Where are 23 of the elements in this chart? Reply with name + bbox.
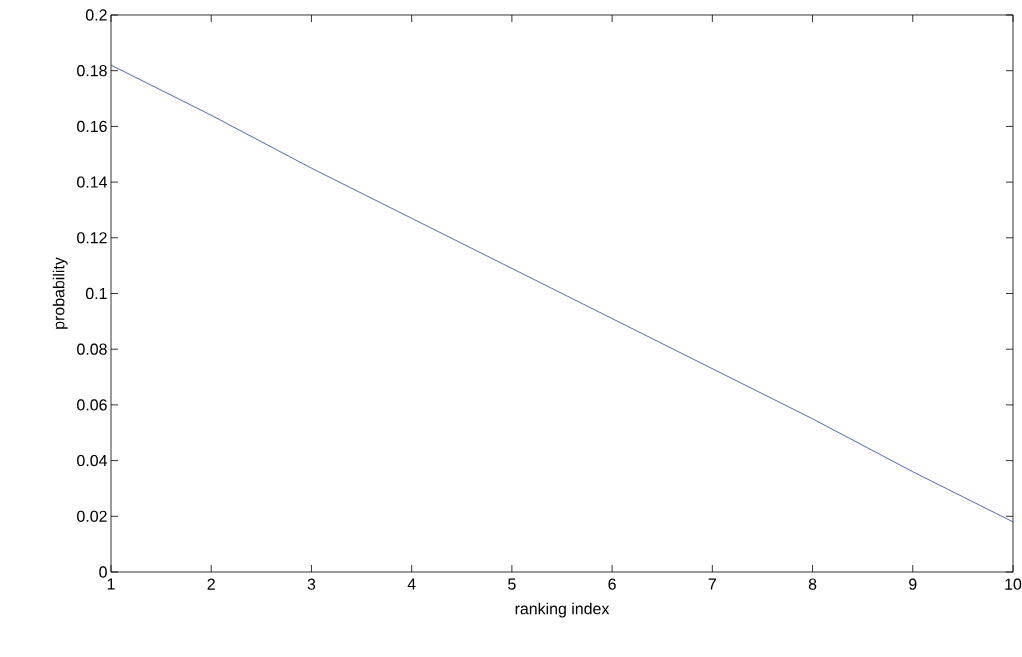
y-tick-label: 0.06 [77,399,107,411]
y-tick-label: 0.08 [77,343,107,355]
y-tick-label: 0.12 [77,232,107,244]
x-tick-label: 1 [107,578,115,590]
x-tick-label: 4 [407,578,416,590]
x-tick-label: 9 [909,578,917,590]
x-tick-label: 3 [307,578,316,590]
x-tick-label: 6 [608,578,616,590]
x-tick-label: 10 [1005,578,1022,590]
x-tick-label: 8 [808,578,817,590]
x-tick-label: 2 [207,578,215,590]
y-tick-label: 0.2 [85,9,107,21]
y-axis-title: probability [52,257,68,329]
y-tick-label: 0 [99,566,107,578]
y-tick-label: 0.16 [77,120,107,133]
x-tick-label: 7 [708,578,716,590]
y-tick-label: 0.1 [85,287,107,300]
y-tick-label: 0.18 [77,65,107,77]
x-tick-label: 5 [508,578,516,590]
x-axis-title: ranking index [515,602,610,618]
y-tick-label: 0.02 [77,510,107,522]
y-tick-label: 0.14 [77,176,107,188]
y-tick-label: 0.04 [77,454,107,467]
